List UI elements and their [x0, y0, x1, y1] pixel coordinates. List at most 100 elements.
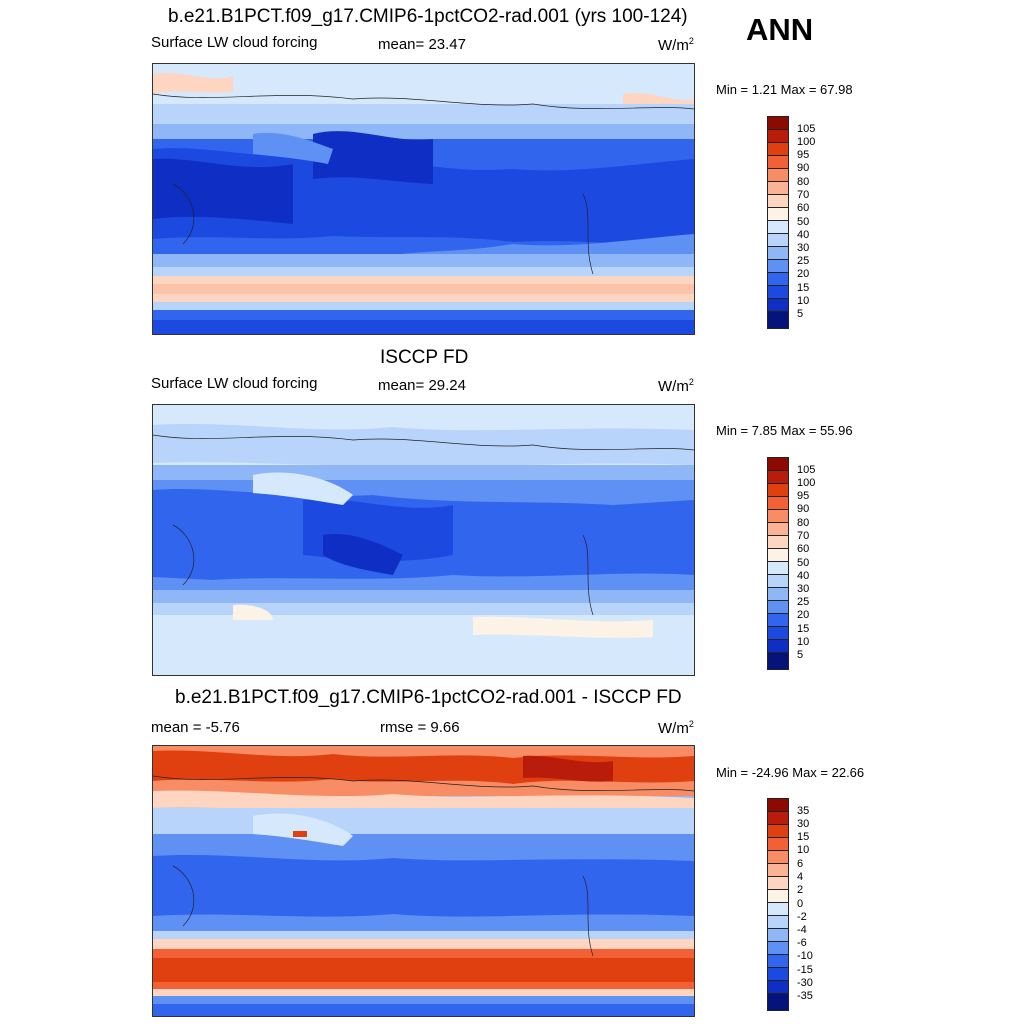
panel-1-colorbar-swatch: [767, 207, 789, 221]
panel-2-colorbar-swatch: [767, 457, 789, 471]
panel-1-colorbar-label: 105: [797, 123, 816, 135]
panel-1-colorbar-label: 40: [797, 229, 810, 241]
panel-3-colorbar-label: -30: [797, 977, 813, 989]
panel-2-title: ISCCP FD: [380, 347, 469, 368]
panel-1-units: W/m2: [658, 36, 694, 54]
panel-1-colorbar-swatch: [767, 246, 789, 260]
panel-1-map: [152, 63, 695, 335]
panel-1-mean-label: mean= 23.47: [378, 36, 466, 53]
panel-3-colorbar-swatch: [767, 915, 789, 929]
panel-2-min-max: Min = 7.85 Max = 55.96: [716, 423, 853, 438]
panel-2-colorbar-swatch: [767, 470, 789, 484]
panel-1-variable-label: Surface LW cloud forcing: [151, 34, 318, 51]
panel-2-colorbar-swatch: [767, 652, 789, 670]
panel-1-colorbar-swatch: [767, 259, 789, 273]
panel-3-colorbar: 35 30 15 10 6 4 2 0 -2 -4 -6 -10 -15 -30…: [767, 798, 813, 1011]
panel-3-colorbar-swatch: [767, 980, 789, 994]
panel-3-colorbar-swatch: [767, 928, 789, 942]
panel-3-colorbar-label: 15: [797, 831, 810, 843]
panel-2-colorbar-swatch: [767, 522, 789, 536]
panel-3-colorbar-label: 0: [797, 898, 804, 910]
panel-2-variable-label: Surface LW cloud forcing: [151, 375, 318, 392]
panel-3-colorbar-label: -4: [797, 924, 807, 936]
panel-2-colorbar-label: 5: [797, 649, 804, 661]
panel-2-colorbar-label: 80: [797, 517, 810, 529]
panel-3-colorbar-label: -35: [797, 990, 813, 1002]
panel-1-title: b.e21.B1PCT.f09_g17.CMIP6-1pctCO2-rad.00…: [168, 6, 688, 27]
panel-3-rmse-label: rmse = 9.66: [380, 719, 460, 736]
panel-1-colorbar-swatch: [767, 155, 789, 169]
panel-2-colorbar-label: 105: [797, 464, 816, 476]
panel-3-colorbar-swatch: [767, 902, 789, 916]
panel-3-colorbar-swatch: [767, 993, 789, 1011]
panel-3-colorbar-swatch: [767, 967, 789, 981]
panel-3-colorbar-label: -2: [797, 911, 807, 923]
panel-1-colorbar-swatch: [767, 129, 789, 143]
panel-1-colorbar-swatch: [767, 285, 789, 299]
panel-2-colorbar-swatch: [767, 509, 789, 523]
panel-3-colorbar-label: -15: [797, 964, 813, 976]
panel-1-colorbar-swatch: [767, 220, 789, 234]
panel-1-colorbar-swatch: [767, 298, 789, 312]
panel-1-colorbar-label: 50: [797, 216, 810, 228]
panel-3-title: b.e21.B1PCT.f09_g17.CMIP6-1pctCO2-rad.00…: [175, 687, 682, 708]
panel-3-colorbar-swatch: [767, 954, 789, 968]
panel-2-colorbar-label: 30: [797, 583, 810, 595]
panel-1-colorbar-swatch: [767, 181, 789, 195]
panel-2-colorbar-swatch: [767, 548, 789, 562]
panel-3-colorbar-swatch: [767, 837, 789, 851]
panel-3-colorbar-swatch: [767, 863, 789, 877]
panel-2-colorbar-label: 60: [797, 543, 810, 555]
panel-1-colorbar-label: 20: [797, 268, 810, 280]
panel-3-colorbar-swatch: [767, 889, 789, 903]
panel-2-colorbar-label: 70: [797, 530, 810, 542]
panel-3-map: [152, 745, 695, 1017]
panel-3-min-max: Min = -24.96 Max = 22.66: [716, 765, 865, 780]
panel-2-colorbar: 105 100 95 90 80 70 60 50 40 30 25 20 15…: [767, 457, 815, 670]
panel-2-colorbar-label: 40: [797, 570, 810, 582]
panel-3-colorbar-label: -10: [797, 950, 813, 962]
panel-3-colorbar-label: -6: [797, 937, 807, 949]
panel-2-colorbar-swatch: [767, 626, 789, 640]
panel-3-colorbar-swatch: [767, 850, 789, 864]
panel-3-units: W/m2: [658, 719, 694, 737]
panel-3-colorbar-label: 4: [797, 871, 804, 883]
panel-1-colorbar-label: 100: [797, 136, 816, 148]
panel-1-colorbar-swatch: [767, 272, 789, 286]
panel-2-colorbar-swatch: [767, 639, 789, 653]
panel-3-colorbar-swatch: [767, 941, 789, 955]
panel-2-colorbar-label: 95: [797, 490, 810, 502]
panel-1-colorbar-label: 80: [797, 176, 810, 188]
panel-1-colorbar-label: 10: [797, 295, 810, 307]
panel-2-colorbar-label: 50: [797, 557, 810, 569]
panel-1-colorbar-label: 30: [797, 242, 810, 254]
panel-1-colorbar: 105 100 95 90 80 70 60 50 40 30 25 20 15…: [767, 116, 815, 329]
panel-3-colorbar-label: 2: [797, 884, 804, 896]
panel-2-colorbar-label: 20: [797, 609, 810, 621]
panel-2-mean-label: mean= 29.24: [378, 377, 466, 394]
panel-1-colorbar-swatch: [767, 233, 789, 247]
panel-2-colorbar-swatch: [767, 613, 789, 627]
panel-2-colorbar-swatch: [767, 535, 789, 549]
panel-1-colorbar-label: 90: [797, 162, 810, 174]
panel-2-colorbar-swatch: [767, 587, 789, 601]
panel-2-colorbar-swatch: [767, 483, 789, 497]
panel-1-colorbar-label: 95: [797, 149, 810, 161]
panel-2-colorbar-label: 10: [797, 636, 810, 648]
panel-3-colorbar-swatch: [767, 824, 789, 838]
panel-2-units: W/m2: [658, 377, 694, 395]
panel-3-colorbar-swatch: [767, 798, 789, 812]
panel-3-colorbar-label: 30: [797, 818, 810, 830]
panel-2-colorbar-label: 25: [797, 596, 810, 608]
panel-1-colorbar-label: 70: [797, 189, 810, 201]
season-label: ANN: [746, 12, 814, 47]
panel-3-colorbar-label: 10: [797, 844, 810, 856]
panel-3-colorbar-label: 35: [797, 805, 810, 817]
panel-3-colorbar-swatch: [767, 876, 789, 890]
panel-2-colorbar-label: 90: [797, 503, 810, 515]
panel-2-colorbar-label: 100: [797, 477, 816, 489]
panel-3-colorbar-swatch: [767, 811, 789, 825]
panel-2-map: [152, 404, 695, 676]
panel-2-colorbar-swatch: [767, 496, 789, 510]
panel-1-colorbar-label: 15: [797, 282, 810, 294]
